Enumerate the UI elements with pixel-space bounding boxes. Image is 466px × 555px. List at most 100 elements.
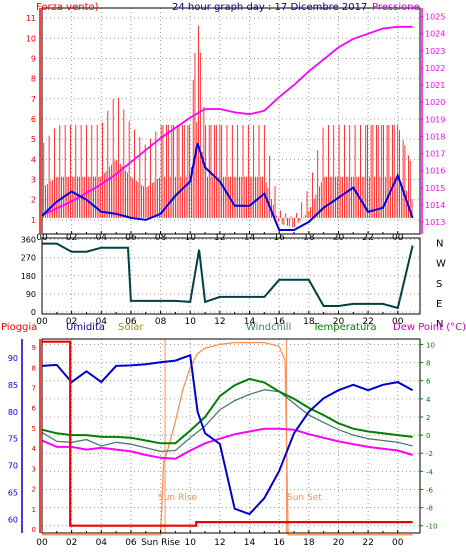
x-tick-label: 02 <box>66 317 77 327</box>
compass-label: S <box>436 279 442 290</box>
compass-label: N <box>436 319 443 330</box>
windchill-line <box>41 389 413 453</box>
y-right-tick-label: 4 <box>426 396 431 404</box>
temperature-label: Temperatura <box>312 322 377 333</box>
rain-tick-label: 8 <box>32 364 36 372</box>
y-left-tick-label: 75 <box>8 435 18 444</box>
y-left-tick-label: 90 <box>8 354 18 363</box>
y-right-tick-label: 1018 <box>425 132 445 141</box>
dewpoint-label: Dew Point (°C) <box>393 322 466 333</box>
x-tick-label: 16 <box>273 317 285 327</box>
rain-label: Pioggia <box>1 322 37 333</box>
y-right-tick-label: -2 <box>426 450 433 458</box>
x-tick-label: 10 <box>185 538 197 548</box>
rain-tick-label: 2 <box>32 486 36 494</box>
y-left-tick-label: 4 <box>31 155 36 164</box>
y-left-tick-label: 8 <box>31 75 36 84</box>
y-right-tick-label: 1020 <box>425 98 445 107</box>
x-tick-label: 00 <box>36 317 48 327</box>
x-tick-label: 10 <box>185 317 197 327</box>
y-tick-label: 270 <box>21 254 36 263</box>
windchill-label: Windchill <box>246 322 291 333</box>
y-left-tick-label: 1 <box>31 216 36 225</box>
x-tick-label: 18 <box>303 538 315 548</box>
y-right-tick-label: 1019 <box>425 115 445 124</box>
y-left-tick-label: 2 <box>31 196 36 205</box>
wind-pressure-panel: 00 02 04 06 08 10 12 14 16 18 20 22 0012345678910111… <box>26 2 446 243</box>
y-right-tick-label: 1023 <box>425 47 445 56</box>
y-right-tick-label: 1017 <box>425 150 445 159</box>
y-right-tick-label: 1022 <box>425 64 445 73</box>
rain-tick-label: 7 <box>32 385 36 393</box>
rain-tick-label: 0 <box>32 526 36 534</box>
y-right-tick-label: 1024 <box>425 30 445 39</box>
y-right-tick-label: -4 <box>426 468 434 476</box>
y-right-tick-label: 8 <box>426 360 430 368</box>
x-tick-label: 04 <box>96 317 108 327</box>
series-layer <box>41 25 414 231</box>
x-tick-label: 14 <box>244 538 256 548</box>
x-tick-label: 22 <box>362 538 373 548</box>
y-left-tick-label: 5 <box>31 135 36 144</box>
humidity-label: Umidita <box>66 322 105 333</box>
y-right-tick-label: -10 <box>426 523 437 531</box>
x-tick-label: 00 <box>392 538 404 548</box>
y-tick-label: 360 <box>21 236 36 245</box>
y-left-tick-label: 65 <box>8 489 18 498</box>
y-tick-label: 90 <box>26 290 36 299</box>
sunrise-label: Sun Rise <box>158 493 197 503</box>
pressure-label: Pressione <box>372 2 420 13</box>
y-right-tick-label: 10 <box>426 341 435 349</box>
rain-tick-label: 1 <box>32 506 36 514</box>
humidity-line <box>41 353 414 516</box>
y-left-tick-label: 11 <box>26 14 36 23</box>
x-tick-label: 20 <box>333 538 345 548</box>
y-right-tick-label: 1013 <box>425 218 445 227</box>
x-tick-label: 02 <box>66 538 77 548</box>
wind-label: Forza vento) <box>36 2 99 13</box>
x-tick-label: 00 <box>392 317 404 327</box>
y-right-tick-label: 2 <box>426 414 430 422</box>
series-layer <box>42 242 414 310</box>
x-tick-label: 12 <box>214 538 225 548</box>
compass-label: E <box>436 299 442 310</box>
y-left-tick-label: 60 <box>8 516 18 525</box>
y-right-tick-label: -8 <box>426 505 433 513</box>
y-left-tick-label: 10 <box>26 34 36 43</box>
x-tick-label: 20 <box>333 317 345 327</box>
y-right-tick-label: 1025 <box>425 13 445 22</box>
x-tick-label: 06 <box>125 317 137 327</box>
axes: 00 02 04 06 Sun Rise 10 12 14 16 18 20 22 00-10-8-6-… <box>8 339 437 548</box>
y-left-tick-label: 70 <box>8 462 18 471</box>
x-tick-label: 00 <box>36 538 48 548</box>
direction-line <box>42 242 414 310</box>
y-tick-label: 0 <box>31 308 36 317</box>
y-tick-label: 180 <box>21 272 36 281</box>
x-tick-label: 14 <box>244 317 256 327</box>
plot-frame <box>41 338 421 534</box>
x-tick-label: 08 <box>155 317 167 327</box>
compass-label: N <box>436 239 443 250</box>
y-right-tick-label: 1016 <box>425 167 445 176</box>
rain-tick-label: 5 <box>32 425 36 433</box>
x-tick-label: 22 <box>362 317 373 327</box>
pressure-line <box>41 25 413 217</box>
y-right-tick-label: 1015 <box>425 184 445 193</box>
chart-title: 24 hour graph day : 17 Dicembre 2017 <box>172 2 367 13</box>
y-left-tick-label: 7 <box>31 95 36 104</box>
y-left-tick-label: 9 <box>31 54 36 63</box>
y-right-tick-label: 0 <box>426 432 430 440</box>
rain-tick-label: 9 <box>32 344 36 352</box>
rain-tick-label: 4 <box>32 445 37 453</box>
y-right-tick-label: 1021 <box>425 81 445 90</box>
solar-line <box>42 341 413 536</box>
y-right-tick-label: 1014 <box>425 201 445 210</box>
x-tick-label: 04 <box>96 538 108 548</box>
compass-label: W <box>436 259 446 270</box>
y-left-tick-label: 3 <box>31 176 36 185</box>
series-layer <box>41 339 414 536</box>
